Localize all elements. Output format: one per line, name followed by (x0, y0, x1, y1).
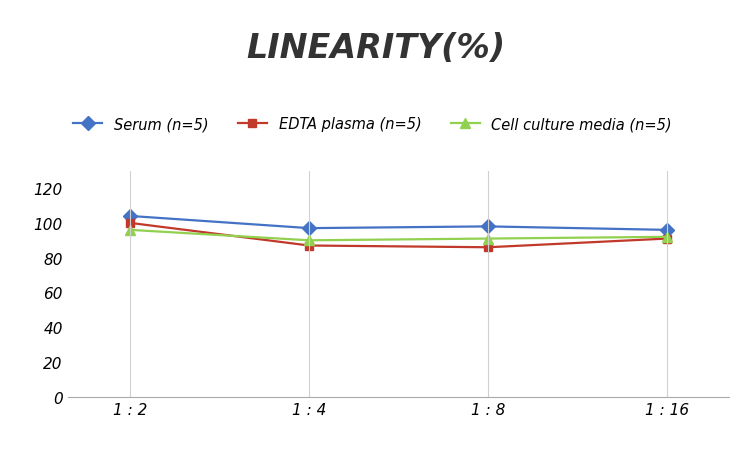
EDTA plasma (n=5) (663, 236, 672, 242)
Line: EDTA plasma (n=5): EDTA plasma (n=5) (126, 219, 671, 252)
Legend: Serum (n=5), EDTA plasma (n=5), Cell culture media (n=5): Serum (n=5), EDTA plasma (n=5), Cell cul… (68, 111, 678, 138)
Line: Cell culture media (n=5): Cell culture media (n=5) (126, 226, 672, 246)
EDTA plasma (n=5) (305, 243, 314, 249)
Serum (n=5) (305, 226, 314, 231)
Cell culture media (n=5) (484, 236, 493, 242)
Line: Serum (n=5): Serum (n=5) (126, 212, 672, 235)
EDTA plasma (n=5) (484, 245, 493, 250)
Serum (n=5) (126, 214, 135, 219)
Text: LINEARITY(%): LINEARITY(%) (247, 32, 505, 64)
EDTA plasma (n=5) (126, 221, 135, 226)
Cell culture media (n=5) (305, 238, 314, 244)
Cell culture media (n=5) (663, 235, 672, 240)
Cell culture media (n=5) (126, 228, 135, 233)
Serum (n=5) (663, 228, 672, 233)
Serum (n=5) (484, 224, 493, 230)
